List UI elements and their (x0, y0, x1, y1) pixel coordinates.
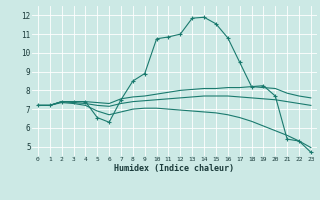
X-axis label: Humidex (Indice chaleur): Humidex (Indice chaleur) (115, 164, 234, 173)
